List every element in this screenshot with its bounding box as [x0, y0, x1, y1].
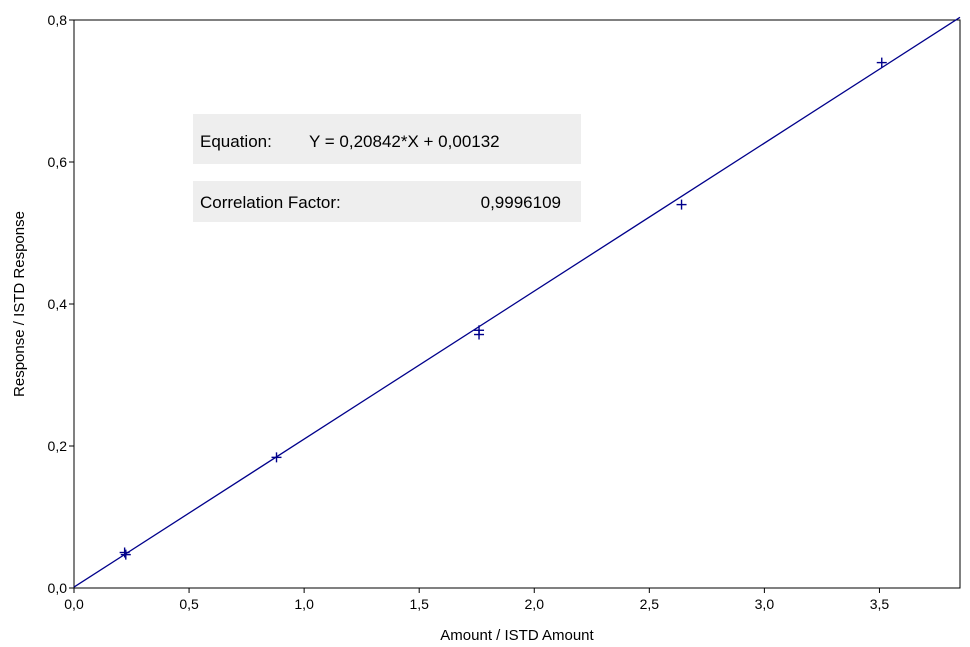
equation-box-bg [193, 114, 581, 164]
y-tick-label: 0,6 [48, 154, 68, 170]
data-point [271, 452, 282, 463]
x-tick-label: 3,5 [870, 596, 890, 612]
x-tick-label: 1,0 [294, 596, 314, 612]
data-point [119, 547, 130, 558]
x-tick-label: 1,5 [409, 596, 429, 612]
data-points [119, 57, 887, 560]
x-axis-title: Amount / ISTD Amount [440, 627, 594, 644]
x-tick-label: 2,0 [525, 596, 545, 612]
data-point [120, 549, 131, 560]
plot-frame [73, 19, 961, 589]
x-tick-label: 0,5 [179, 596, 199, 612]
y-axis-title: Response / ISTD Response [11, 211, 28, 397]
equation-label: Equation: [200, 132, 272, 151]
correlation-box: Correlation Factor: 0,9996109 [193, 181, 581, 222]
equation-text: Y = 0,20842*X + 0,00132 [309, 132, 500, 151]
data-point [876, 57, 887, 68]
y-tick-label: 0,8 [48, 12, 68, 28]
y-axis: 0,0 0,2 0,4 0,6 0,8 [48, 12, 74, 596]
data-point [474, 329, 485, 340]
correlation-label: Correlation Factor: [200, 193, 341, 212]
x-tick-label: 0,0 [64, 596, 84, 612]
correlation-value: 0,9996109 [481, 193, 561, 212]
x-tick-label: 2,5 [640, 596, 660, 612]
x-tick-label: 3,0 [755, 596, 775, 612]
y-tick-label: 0,0 [48, 580, 68, 596]
data-point [676, 199, 687, 210]
equation-box: Equation: Y = 0,20842*X + 0,00132 [193, 114, 581, 164]
x-axis: 0,0 0,5 1,0 1,5 2,0 2,5 3,0 3,5 [64, 588, 889, 612]
y-tick-label: 0,4 [48, 296, 68, 312]
y-tick-label: 0,2 [48, 438, 68, 454]
regression-line [73, 16, 961, 588]
correlation-box-bg [193, 181, 581, 222]
